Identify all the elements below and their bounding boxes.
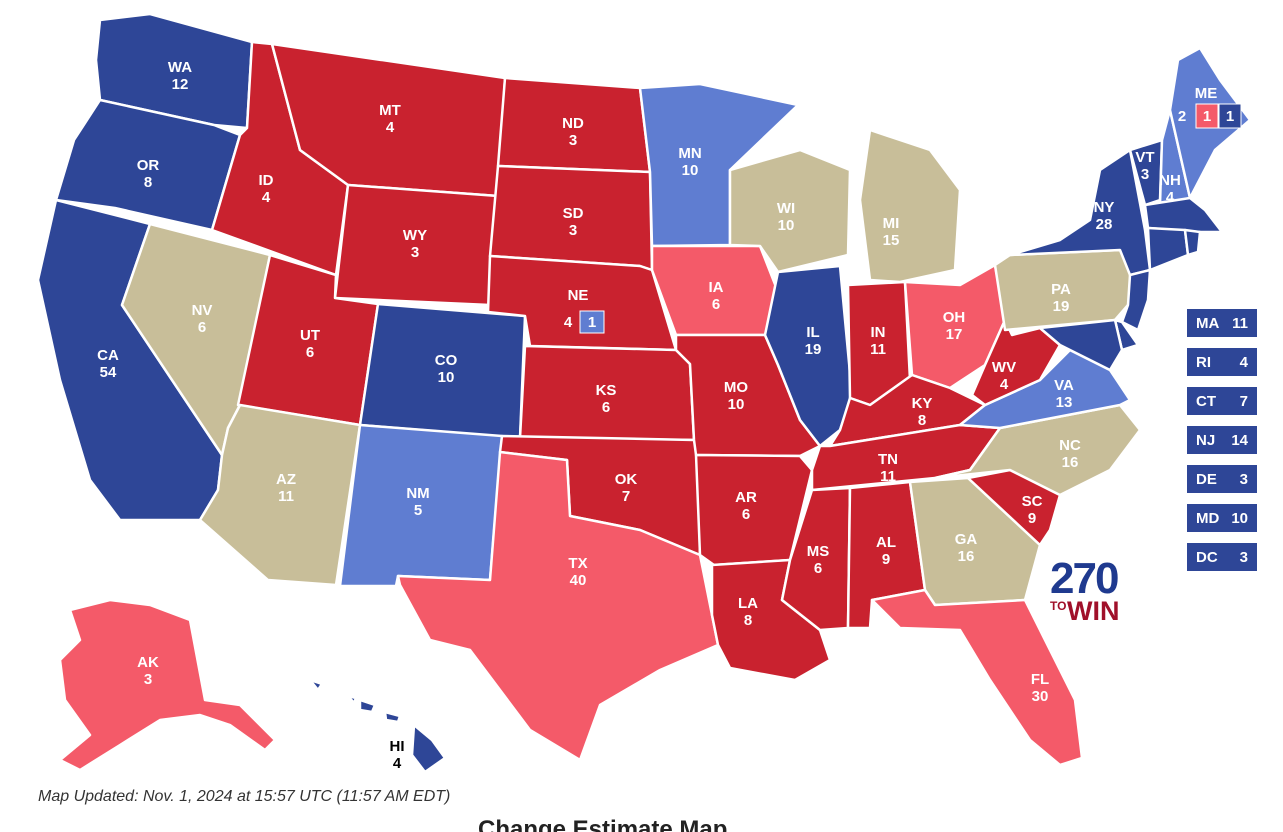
small-state-abbr: NJ — [1196, 431, 1216, 449]
small-state-abbr: CT — [1196, 392, 1216, 410]
state-md[interactable] — [1038, 318, 1124, 372]
state-tx[interactable] — [396, 450, 720, 762]
logo-to: TO — [1050, 599, 1067, 613]
small-state-ev: 10 — [1231, 509, 1248, 527]
state-ri[interactable] — [1183, 228, 1202, 257]
state-co[interactable] — [358, 302, 527, 440]
state-wa[interactable] — [94, 12, 254, 130]
section-title: Change Estimate Map — [478, 818, 728, 832]
small-state-de[interactable]: DE 3 — [1186, 464, 1258, 494]
electoral-map: WA 12 OR 8 CA 54 NV 6 ID 4 MT 4 WY 3 UT 6 AZ 11 CO 10 NM 5 ND 3… — [36, 12, 1252, 774]
state-ny[interactable] — [1008, 148, 1152, 277]
state-or[interactable] — [54, 98, 242, 232]
small-state-abbr: DC — [1196, 548, 1218, 566]
small-state-ev: 7 — [1239, 392, 1248, 410]
state-ks[interactable] — [518, 344, 696, 442]
state-wy[interactable] — [333, 183, 500, 307]
state-ia[interactable] — [650, 244, 780, 337]
small-state-ri[interactable]: RI 4 — [1186, 347, 1258, 377]
state-ak[interactable] — [58, 598, 277, 772]
state-az[interactable] — [198, 403, 362, 587]
state-ct[interactable] — [1146, 226, 1190, 272]
small-states-list: MA 11 RI 4 CT 7 NJ 14 DE 3 MD 10 DC 3 — [1186, 308, 1258, 581]
270towin-logo[interactable]: 270 TO WIN — [1050, 557, 1128, 627]
state-nj[interactable] — [1120, 268, 1152, 332]
small-state-abbr: RI — [1196, 353, 1211, 371]
small-state-ev: 3 — [1239, 548, 1248, 566]
state-ma[interactable] — [1143, 196, 1224, 234]
state-label-hi: HI — [390, 738, 405, 755]
state-hi[interactable] — [308, 678, 447, 774]
state-nd[interactable] — [496, 76, 652, 174]
me-district2-box[interactable] — [1218, 103, 1242, 129]
small-state-ct[interactable]: CT 7 — [1186, 386, 1258, 416]
state-nm[interactable] — [338, 423, 504, 588]
logo-win: WIN — [1067, 596, 1120, 626]
small-state-ev: 11 — [1232, 314, 1248, 332]
state-pa[interactable] — [993, 248, 1137, 332]
small-state-dc[interactable]: DC 3 — [1186, 542, 1258, 572]
us-map-svg: WA12OR8CA54NV6ID4MT4WY3UT6AZ11CO10NM5ND3… — [36, 12, 1252, 774]
small-state-ev: 4 — [1239, 353, 1248, 371]
small-state-ev: 14 — [1231, 431, 1248, 449]
state-mi[interactable] — [858, 128, 962, 284]
small-state-md[interactable]: MD 10 — [1186, 503, 1258, 533]
state-wi[interactable] — [728, 148, 852, 274]
small-state-ma[interactable]: MA 11 — [1186, 308, 1258, 338]
map-updated-text: Map Updated: Nov. 1, 2024 at 15:57 UTC (… — [38, 788, 451, 805]
me-district1-box[interactable] — [1195, 103, 1219, 129]
state-ev-hi: 4 — [393, 755, 402, 772]
state-fl[interactable] — [870, 588, 1084, 767]
logo-number: 270 — [1050, 554, 1119, 603]
small-state-abbr: DE — [1196, 470, 1217, 488]
state-nc[interactable] — [933, 403, 1142, 497]
small-state-ev: 3 — [1239, 470, 1248, 488]
small-state-abbr: MD — [1196, 509, 1220, 527]
small-state-abbr: MA — [1196, 314, 1220, 332]
small-state-nj[interactable]: NJ 14 — [1186, 425, 1258, 455]
ne-district-box[interactable] — [579, 310, 605, 334]
state-sd[interactable] — [488, 164, 654, 272]
